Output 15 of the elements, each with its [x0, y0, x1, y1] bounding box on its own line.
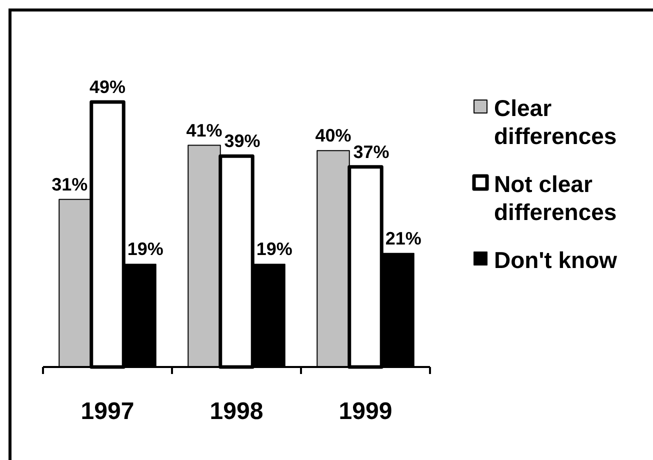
legend-label: Don't know	[494, 247, 618, 273]
data-label: 19%	[127, 239, 164, 260]
data-label: 39%	[224, 131, 260, 152]
data-label: 41%	[186, 120, 222, 140]
x-tick-label: 1998	[210, 398, 264, 425]
data-label: 49%	[89, 77, 126, 97]
data-label: 21%	[385, 228, 422, 248]
legend-label: Clear differences	[494, 95, 617, 149]
data-label: 19%	[256, 239, 292, 260]
x-tick-label: 1999	[338, 398, 392, 425]
data-label: 31%	[52, 174, 88, 194]
x-tick-label: 1997	[80, 398, 134, 425]
data-label: 37%	[353, 142, 390, 162]
legend-label: Not clear differences	[494, 171, 617, 225]
data-label: 40%	[315, 126, 352, 146]
